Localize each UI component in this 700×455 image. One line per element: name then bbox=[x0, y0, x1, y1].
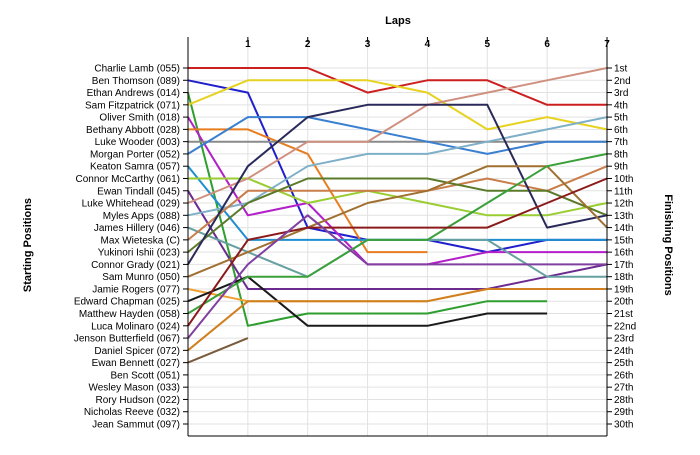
series-line-12 bbox=[187, 116, 608, 217]
x-tick-label: 4 bbox=[425, 39, 431, 50]
finishing-position-label: 9th bbox=[614, 162, 628, 173]
starting-position-label: Ben Thomson (089) bbox=[92, 76, 180, 87]
finishing-position-label: 28th bbox=[614, 395, 633, 406]
starting-position-label: Oliver Smith (018) bbox=[99, 113, 180, 124]
series-line-20 bbox=[187, 152, 608, 315]
x-axis-title: Laps bbox=[385, 15, 411, 27]
starting-position-label: Max Wieteska (C) bbox=[101, 235, 180, 246]
finishing-position-label: 24th bbox=[614, 346, 633, 357]
x-tick-label: 3 bbox=[365, 39, 371, 50]
finishing-position-label: 18th bbox=[614, 272, 633, 283]
finishing-position-label: 21st bbox=[614, 309, 633, 320]
series-layer bbox=[187, 67, 608, 364]
series-line-3 bbox=[187, 79, 608, 131]
starting-position-label: Connor McCarthy (061) bbox=[76, 174, 180, 185]
finishing-position-label: 4th bbox=[614, 100, 628, 111]
series-line-11 bbox=[187, 67, 608, 204]
finishing-position-label: 2nd bbox=[614, 76, 631, 87]
starting-position-label: Yukinori Ishii (023) bbox=[98, 248, 180, 259]
finishing-position-label: 19th bbox=[614, 284, 633, 295]
starting-position-label: Ethan Andrews (014) bbox=[87, 88, 180, 99]
axis-layer bbox=[183, 37, 612, 437]
starting-position-label: Morgan Porter (052) bbox=[90, 149, 180, 160]
starting-position-label: Nicholas Reeve (032) bbox=[84, 407, 180, 418]
starting-position-label: Bethany Abbott (028) bbox=[86, 125, 180, 136]
finishing-position-label: 26th bbox=[614, 370, 633, 381]
finishing-position-label: 1st bbox=[614, 64, 628, 75]
starting-position-label: Luca Molinaro (024) bbox=[91, 321, 180, 332]
starting-position-label: Wesley Mason (033) bbox=[88, 383, 180, 394]
series-line-2 bbox=[187, 92, 548, 327]
starting-position-label: Ben Scott (051) bbox=[111, 370, 180, 381]
left-axis-title: Starting Positions bbox=[22, 198, 34, 292]
starting-position-label: Edward Chapman (025) bbox=[74, 297, 180, 308]
finishing-position-label: 12th bbox=[614, 199, 633, 210]
finishing-position-label: 29th bbox=[614, 407, 633, 418]
finishing-position-label: 23rd bbox=[614, 334, 634, 345]
x-tick-label: 2 bbox=[305, 39, 311, 50]
finishing-position-label: 14th bbox=[614, 223, 633, 234]
finishing-position-label: 16th bbox=[614, 248, 633, 259]
starting-position-label: Ewan Bennett (027) bbox=[92, 358, 180, 369]
starting-position-label: Luke Wooder (003) bbox=[95, 137, 180, 148]
x-tick-label: 5 bbox=[485, 39, 491, 50]
x-tick-label: 7 bbox=[604, 39, 610, 50]
starting-position-label: Rory Hudson (022) bbox=[96, 395, 180, 406]
starting-position-label: Luke Whitehead (029) bbox=[82, 199, 180, 210]
starting-position-label: Daniel Spicer (072) bbox=[94, 346, 180, 357]
series-line-7 bbox=[187, 116, 607, 155]
label-layer: 1 2 3 4 5 6 7 Charlie Lamb (055)Ben Thomson (08… bbox=[74, 39, 636, 431]
finishing-position-label: 22nd bbox=[614, 321, 636, 332]
starting-position-label: Myles Apps (088) bbox=[103, 211, 180, 222]
starting-position-label: Connor Grady (021) bbox=[91, 260, 180, 271]
x-tick-label: 6 bbox=[544, 39, 550, 50]
finishing-position-label: 11th bbox=[614, 186, 633, 197]
finishing-position-label: 8th bbox=[614, 149, 628, 160]
series-line-17 bbox=[187, 165, 608, 278]
starting-position-label: Jenson Butterfield (067) bbox=[74, 334, 180, 345]
finishing-position-label: 13th bbox=[614, 211, 633, 222]
series-line-14 bbox=[187, 165, 608, 241]
starting-position-label: James Hillery (046) bbox=[94, 223, 180, 234]
series-line-18 bbox=[187, 288, 607, 303]
series-line-23 bbox=[187, 288, 607, 352]
starting-position-label: Charlie Lamb (055) bbox=[94, 64, 180, 75]
starting-position-label: Sam Fitzpatrick (071) bbox=[85, 100, 180, 111]
finishing-position-label: 30th bbox=[614, 420, 633, 431]
finishing-position-label: 17th bbox=[614, 260, 633, 271]
series-line-24 bbox=[187, 337, 249, 364]
series-line-10 bbox=[187, 190, 608, 290]
starting-position-label: Sam Munro (050) bbox=[102, 272, 180, 283]
finishing-position-label: 15th bbox=[614, 235, 633, 246]
series-line-21 bbox=[187, 177, 608, 327]
finishing-position-label: 10th bbox=[614, 174, 633, 185]
finishing-position-label: 6th bbox=[614, 125, 628, 136]
starting-position-label: Keaton Samra (057) bbox=[90, 162, 180, 173]
series-line-22 bbox=[187, 214, 607, 339]
starting-position-label: Ewan Tindall (045) bbox=[97, 186, 180, 197]
finishing-position-label: 5th bbox=[614, 113, 628, 124]
finishing-position-label: 27th bbox=[614, 383, 633, 394]
right-axis-title: Finishing Positions bbox=[662, 194, 674, 295]
finishing-position-label: 3rd bbox=[614, 88, 628, 99]
finishing-position-label: 20th bbox=[614, 297, 633, 308]
finishing-position-label: 7th bbox=[614, 137, 628, 148]
starting-position-label: Jean Sammut (097) bbox=[92, 420, 180, 431]
finishing-position-label: 25th bbox=[614, 358, 633, 369]
starting-position-label: Matthew Hayden (058) bbox=[79, 309, 180, 320]
series-line-15 bbox=[187, 177, 608, 253]
x-tick-label: 1 bbox=[245, 39, 251, 50]
starting-position-label: Jamie Rogers (077) bbox=[92, 284, 180, 295]
